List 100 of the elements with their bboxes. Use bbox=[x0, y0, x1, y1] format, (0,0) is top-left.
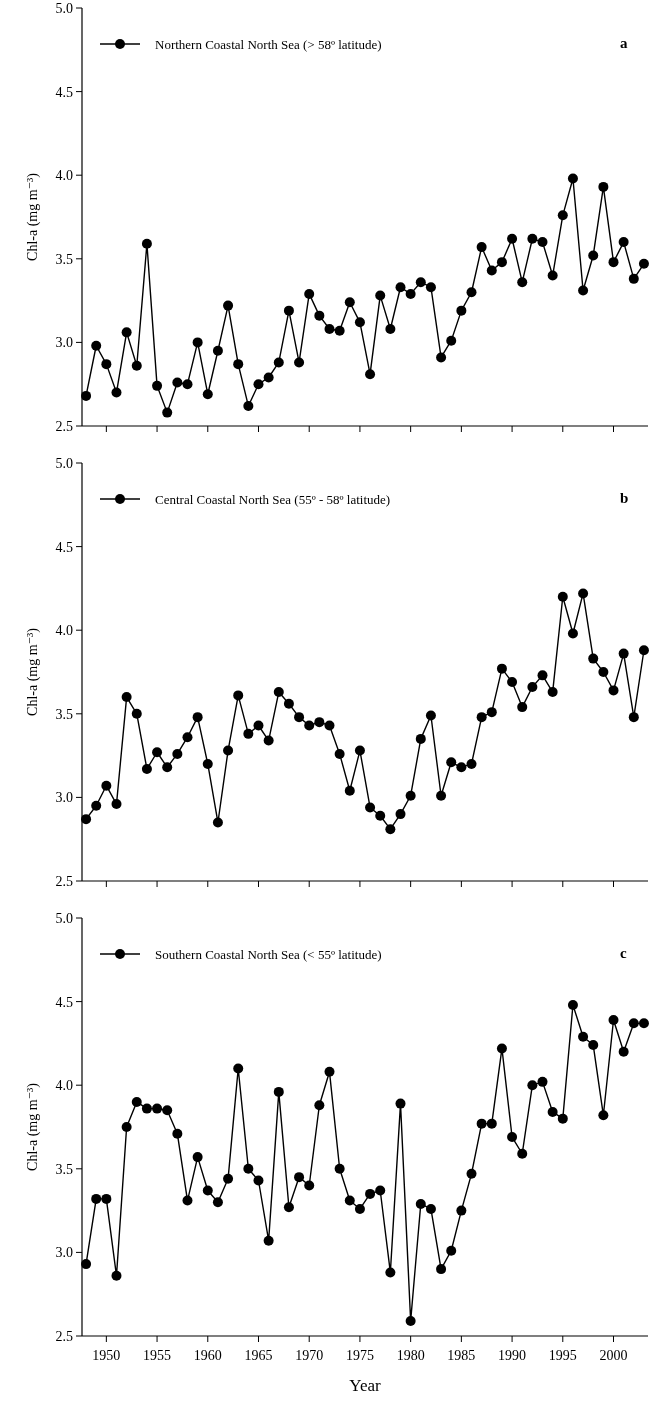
point bbox=[578, 285, 589, 296]
x-tick-label: 1965 bbox=[244, 1348, 273, 1363]
annotation: a bbox=[620, 35, 628, 51]
point bbox=[324, 1066, 335, 1077]
x-tick-label: 1985 bbox=[447, 1348, 476, 1363]
point bbox=[446, 757, 457, 768]
point bbox=[446, 1245, 457, 1256]
point bbox=[496, 1043, 507, 1054]
point bbox=[588, 250, 599, 261]
y-tick-label: 3.5 bbox=[55, 1161, 73, 1177]
point bbox=[344, 297, 355, 308]
point bbox=[507, 1132, 518, 1143]
point bbox=[263, 372, 274, 383]
y-tick-label: 4.0 bbox=[55, 623, 73, 639]
point bbox=[385, 824, 396, 835]
point bbox=[507, 233, 518, 244]
y-axis-title: Chl-a (mg m⁻³) bbox=[25, 627, 41, 716]
point bbox=[253, 379, 264, 390]
point bbox=[496, 257, 507, 268]
point bbox=[567, 628, 578, 639]
point bbox=[202, 389, 213, 400]
point bbox=[507, 677, 518, 688]
point bbox=[91, 800, 102, 811]
point bbox=[456, 305, 467, 316]
point bbox=[354, 317, 365, 328]
point bbox=[557, 591, 568, 602]
point bbox=[365, 369, 376, 380]
y-tick-label: 5.0 bbox=[55, 0, 73, 16]
point bbox=[304, 288, 315, 299]
point bbox=[314, 717, 325, 728]
point bbox=[395, 1098, 406, 1109]
point bbox=[517, 1148, 528, 1159]
y-tick-label: 3.0 bbox=[55, 790, 73, 806]
point bbox=[405, 790, 416, 801]
point bbox=[223, 300, 234, 311]
point bbox=[385, 324, 396, 335]
point bbox=[111, 1270, 122, 1281]
point bbox=[91, 1193, 102, 1204]
point bbox=[618, 648, 629, 659]
point bbox=[223, 745, 234, 756]
point bbox=[537, 1076, 548, 1087]
point bbox=[263, 735, 274, 746]
point bbox=[628, 273, 639, 284]
point bbox=[253, 1175, 264, 1186]
point bbox=[334, 1163, 345, 1174]
point bbox=[243, 728, 254, 739]
point bbox=[212, 817, 223, 828]
point bbox=[121, 692, 132, 703]
point bbox=[547, 687, 558, 698]
point bbox=[578, 1031, 589, 1042]
point bbox=[212, 1197, 223, 1208]
point bbox=[324, 720, 335, 731]
point bbox=[202, 758, 213, 769]
point bbox=[172, 748, 183, 759]
y-tick-label: 2.5 bbox=[55, 418, 73, 434]
point bbox=[486, 265, 497, 276]
point bbox=[486, 1118, 497, 1129]
annotation: b bbox=[620, 490, 629, 506]
point bbox=[628, 712, 639, 723]
point bbox=[628, 1018, 639, 1029]
point bbox=[436, 352, 447, 363]
point bbox=[162, 762, 173, 773]
point bbox=[425, 710, 436, 721]
x-axis-title: Year bbox=[349, 1376, 381, 1395]
x-tick-label: 1980 bbox=[396, 1348, 425, 1363]
x-tick-label: 1990 bbox=[498, 1348, 527, 1363]
point bbox=[233, 690, 244, 701]
point bbox=[638, 258, 649, 269]
x-tick-label: 1960 bbox=[193, 1348, 222, 1363]
point bbox=[395, 282, 406, 293]
point bbox=[212, 345, 223, 356]
y-tick-label: 4.5 bbox=[55, 539, 73, 555]
point bbox=[314, 310, 325, 321]
x-tick-label: 1955 bbox=[143, 1348, 172, 1363]
point bbox=[466, 1168, 477, 1179]
x-tick-label: 1975 bbox=[345, 1348, 374, 1363]
legend-label: Northern Coastal North Sea (> 58º latitude) bbox=[155, 36, 382, 52]
point bbox=[253, 720, 264, 731]
x-tick-label: 1995 bbox=[548, 1348, 577, 1363]
point bbox=[223, 1173, 234, 1184]
point bbox=[517, 277, 528, 288]
point bbox=[486, 707, 497, 718]
point bbox=[415, 277, 426, 288]
point bbox=[344, 785, 355, 796]
legend-label: Southern Coastal North Sea (< 55º latitude) bbox=[155, 946, 382, 962]
point bbox=[192, 1152, 203, 1163]
point bbox=[466, 287, 477, 298]
point bbox=[567, 999, 578, 1010]
point bbox=[273, 687, 284, 698]
point bbox=[476, 242, 487, 253]
point bbox=[314, 1100, 325, 1111]
y-tick-label: 4.0 bbox=[55, 1078, 73, 1094]
point bbox=[405, 288, 416, 299]
y-tick-label: 3.0 bbox=[55, 1245, 73, 1261]
point bbox=[131, 708, 142, 719]
point bbox=[162, 1105, 173, 1116]
point bbox=[81, 814, 92, 825]
point bbox=[294, 1172, 305, 1183]
point bbox=[598, 667, 609, 677]
point bbox=[618, 1046, 629, 1057]
